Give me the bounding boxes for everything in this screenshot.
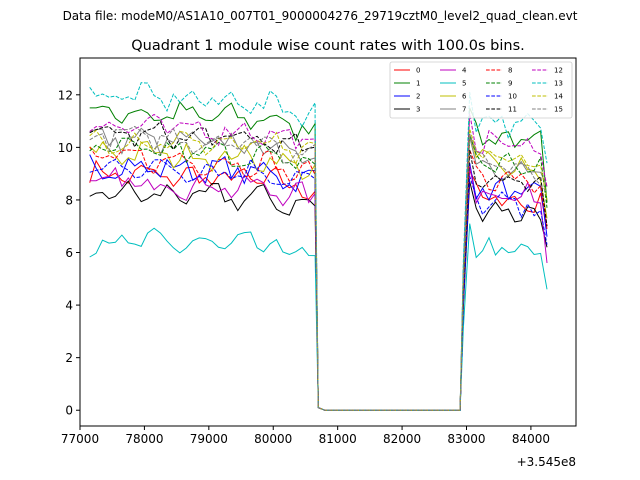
x-tick-label: 78000 [125, 432, 163, 446]
y-tick-label: 0 [65, 404, 73, 418]
series-line-15 [89, 125, 548, 411]
series-line-7 [89, 127, 548, 411]
y-axis-ticks: 0 2 4 6 8 10 12 [58, 88, 80, 418]
plot-lines [89, 82, 548, 411]
y-tick-label: 10 [58, 141, 73, 155]
series-line-12 [89, 113, 548, 411]
legend-label-12: 12 [554, 67, 563, 75]
y-tick-label: 12 [58, 88, 73, 102]
x-axis-ticks: 77000 78000 79000 80000 81000 82000 83000 84000 [61, 426, 550, 446]
series-line-6 [89, 134, 548, 411]
legend-label-10: 10 [508, 93, 517, 101]
series-line-14 [89, 128, 548, 411]
x-tick-label: 83000 [447, 432, 485, 446]
x-tick-label: 84000 [512, 432, 550, 446]
y-tick-label: 6 [65, 246, 73, 260]
x-tick-label: 81000 [319, 432, 357, 446]
legend-label-11: 11 [508, 106, 517, 114]
legend-label-14: 14 [554, 93, 563, 101]
series-line-8 [89, 146, 548, 411]
y-tick-label: 4 [65, 299, 73, 313]
legend-label-5: 5 [462, 80, 466, 88]
chart-title: Quadrant 1 module wise count rates with … [131, 38, 525, 54]
legend-label-8: 8 [508, 67, 512, 75]
y-tick-label: 2 [65, 351, 73, 365]
series-line-11 [89, 120, 548, 411]
legend-box [389, 61, 573, 119]
legend-label-2: 2 [416, 93, 420, 101]
legend-label-9: 9 [508, 80, 512, 88]
legend-label-4: 4 [462, 67, 467, 75]
series-line-9 [89, 134, 548, 411]
series-line-2 [89, 154, 548, 411]
legend-label-13: 13 [554, 80, 563, 88]
series-line-1 [89, 100, 548, 411]
legend-label-3: 3 [416, 106, 420, 114]
legend-label-1: 1 [416, 80, 420, 88]
x-tick-label: 82000 [383, 432, 421, 446]
y-tick-label: 8 [65, 193, 73, 207]
series-line-5 [89, 223, 548, 411]
x-tick-label: 80000 [254, 432, 292, 446]
series-line-3 [89, 180, 548, 411]
x-axis-offset-label: +3.545e8 [517, 455, 576, 469]
legend-label-15: 15 [554, 106, 563, 114]
x-tick-label: 77000 [61, 432, 99, 446]
legend-label-0: 0 [416, 67, 420, 75]
axes-frame [79, 57, 577, 427]
legend-label-7: 7 [462, 106, 466, 114]
series-line-10 [89, 158, 548, 411]
x-tick-label: 79000 [190, 432, 228, 446]
series-line-4 [89, 165, 548, 411]
legend-label-6: 6 [462, 93, 467, 101]
chart-suptitle: Data file: modeM0/AS1A10_007T01_90000042… [63, 9, 578, 23]
